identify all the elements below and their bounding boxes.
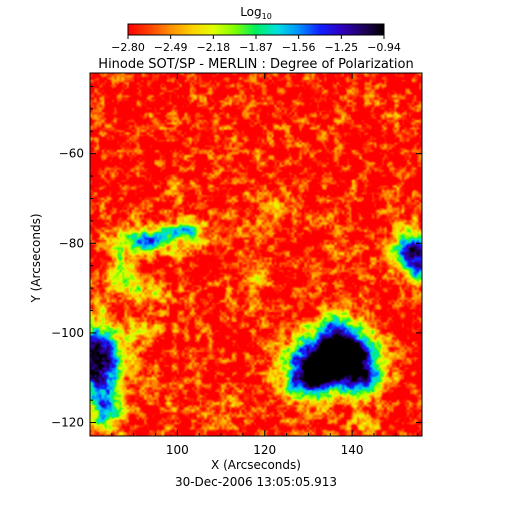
y-tick-label: −80 <box>59 236 84 250</box>
colorbar: Log10 −2.80 −2.49 −2.18 −1.87 −1.56 −1.25 −0.9… <box>111 5 401 54</box>
x-axis: 100 120 140 <box>111 73 419 457</box>
colorbar-ticks: −2.80 −2.49 −2.18 −1.87 −1.56 −1.25 −0.94 <box>111 35 401 54</box>
timestamp-subtitle: 30-Dec-2006 13:05:05.913 <box>175 475 337 489</box>
colorbar-gradient <box>127 23 385 36</box>
x-tick-label: 100 <box>166 443 189 457</box>
colorbar-tick-label: −2.18 <box>196 41 230 54</box>
x-tick-label: 120 <box>253 443 276 457</box>
colorbar-tick-label: −2.80 <box>111 41 145 54</box>
colorbar-tick-label: −0.94 <box>367 41 401 54</box>
colorbar-tick-label: −1.56 <box>282 41 316 54</box>
y-axis: −60 −80 −100 −120 <box>51 85 422 430</box>
colorbar-tick-label: −1.87 <box>239 41 273 54</box>
y-tick-label: −120 <box>51 416 84 430</box>
y-tick-label: −100 <box>51 326 84 340</box>
colorbar-tick-label: −1.25 <box>324 41 358 54</box>
heatmap-container <box>90 73 422 436</box>
chart-title: Hinode SOT/SP - MERLIN : Degree of Polar… <box>98 57 413 72</box>
colorbar-label: Log10 <box>240 5 272 21</box>
y-axis-label: Y (Arcseconds) <box>29 213 43 303</box>
heatmap-image <box>90 73 422 436</box>
plot-frame <box>89 72 423 437</box>
x-axis-label: X (Arcseconds) <box>211 458 301 472</box>
y-tick-label: −60 <box>59 147 84 161</box>
colorbar-label-sub: 10 <box>262 12 272 21</box>
colorbar-tick-label: −2.49 <box>154 41 188 54</box>
colorbar-label-base: Log <box>240 5 261 19</box>
x-tick-label: 140 <box>341 443 364 457</box>
